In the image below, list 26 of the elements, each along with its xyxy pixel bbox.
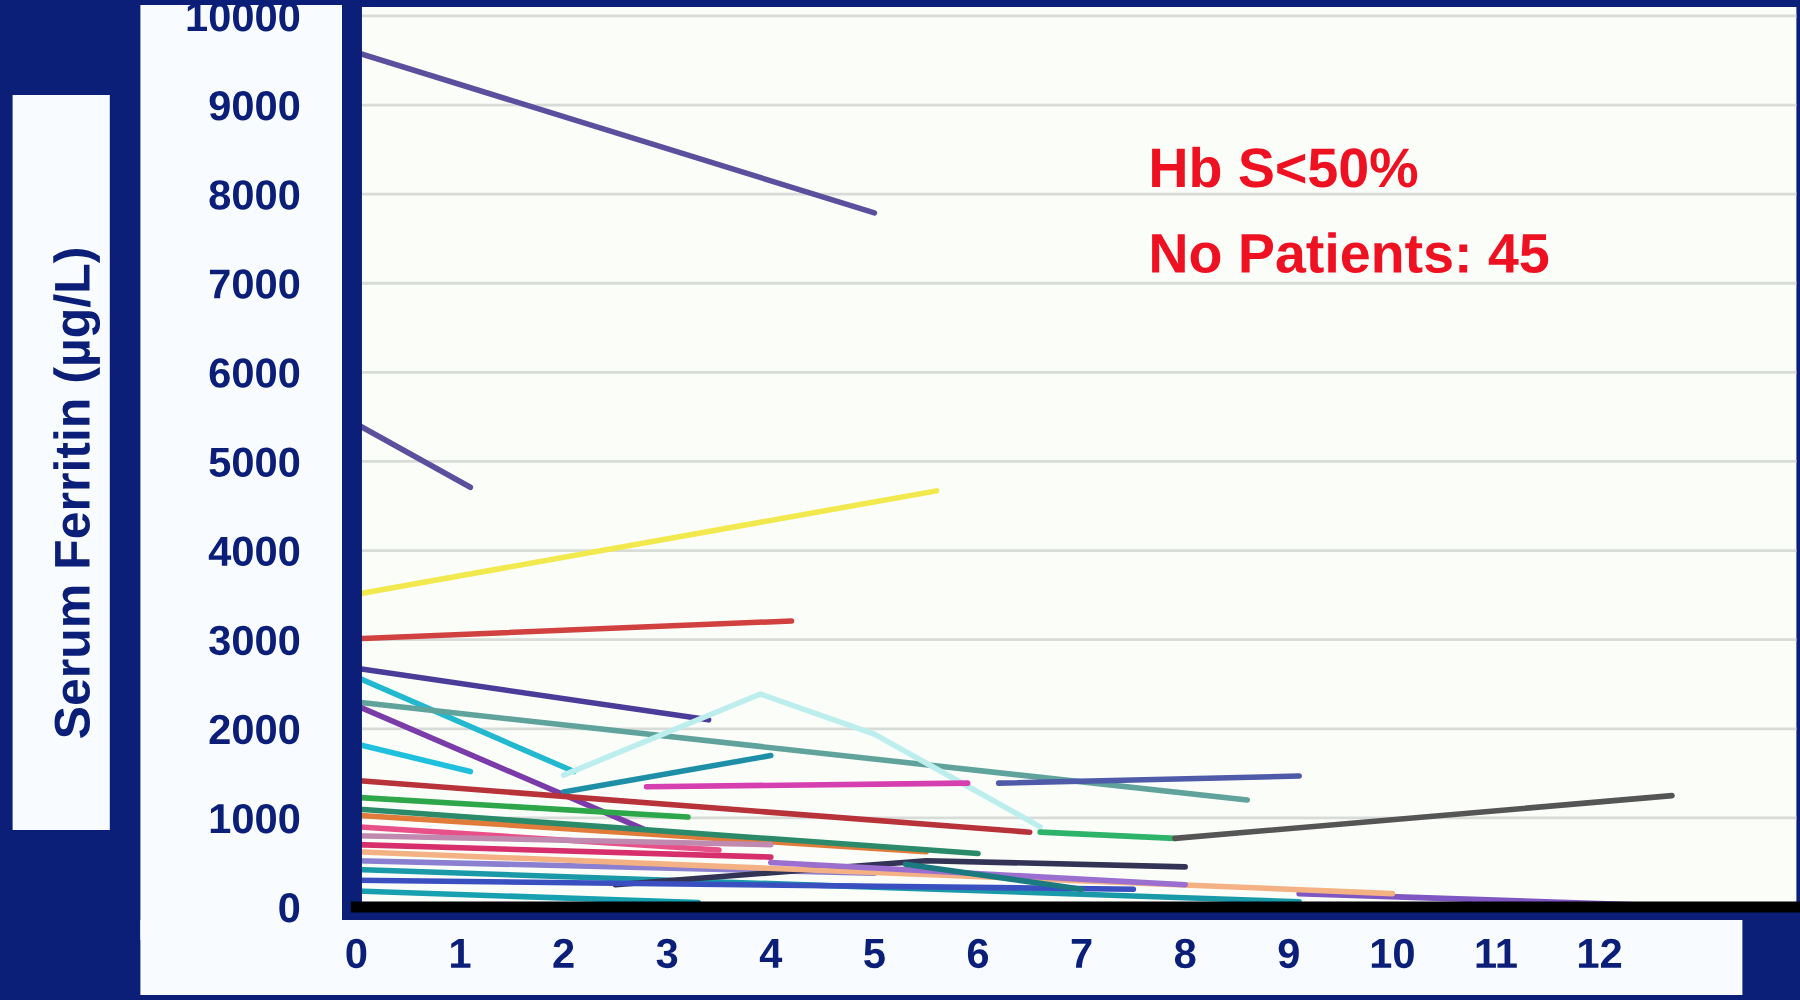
- y-tick-label: 0: [279, 893, 300, 923]
- y-tick-label: 6000: [209, 358, 300, 388]
- y-tick-label: 9000: [209, 91, 300, 121]
- annotation: Hb S<50%: [1152, 146, 1418, 188]
- annotation: No Patients: 45: [1152, 232, 1549, 274]
- y-tick-label: 5000: [209, 447, 300, 477]
- x-tick-label: 7: [1071, 939, 1092, 968]
- x-tick-label: 9: [1278, 938, 1299, 969]
- y-tick-label: 7000: [209, 269, 300, 299]
- x-tick-label: 4: [759, 939, 783, 968]
- x-tick-label: 0: [346, 938, 367, 969]
- y-axis-title: Serum Ferritin (µg/L): [53, 249, 101, 738]
- x-tick-label: 5: [864, 939, 885, 969]
- x-tick-label: 12: [1579, 938, 1622, 968]
- x-tick-label: 8: [1174, 938, 1196, 969]
- y-tick-label: 4000: [208, 536, 300, 567]
- y-tick-label: 3000: [209, 625, 300, 656]
- x-tick-label: 3: [656, 938, 678, 969]
- x-tick-label: 1: [451, 939, 471, 968]
- x-tick-label: 10: [1371, 938, 1414, 969]
- x-tick-label: 6: [967, 938, 989, 969]
- y-tick-label: 8000: [209, 180, 300, 210]
- y-tick-label: 2000: [209, 714, 300, 745]
- x-tick-label: 2: [553, 938, 574, 968]
- y-tick-label: 1000: [210, 803, 300, 834]
- x-tick-label: 11: [1476, 939, 1517, 968]
